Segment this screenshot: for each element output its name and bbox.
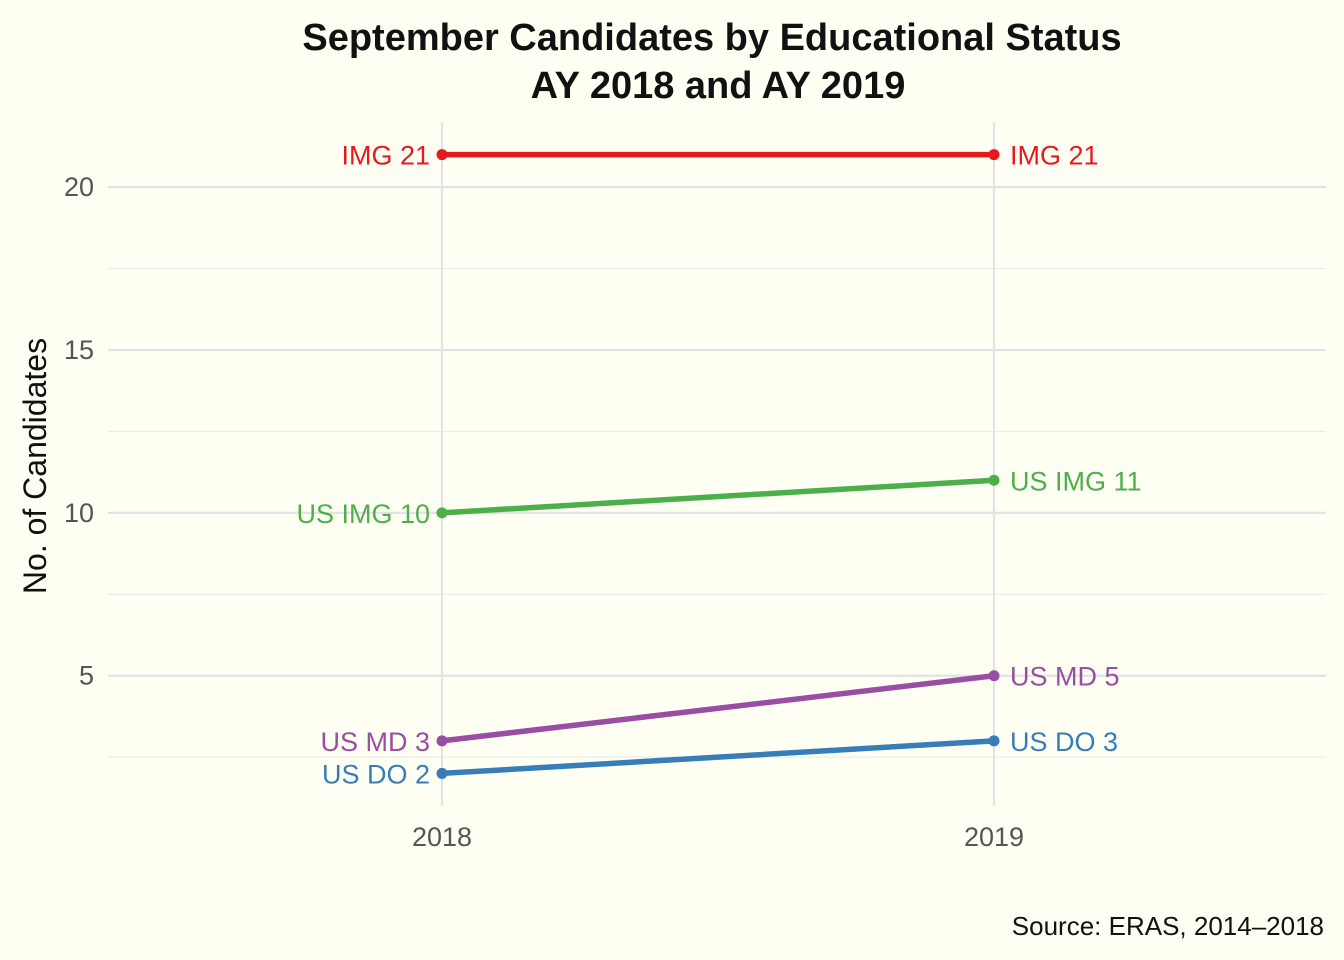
data-point-img <box>436 149 448 161</box>
data-label-us-img: US IMG 11 <box>1010 466 1142 496</box>
data-point-us-img <box>436 507 448 519</box>
data-label-us-do: US DO 2 <box>322 759 430 789</box>
y-tick-label: 15 <box>64 335 94 365</box>
data-label-us-md: US MD 5 <box>1010 662 1120 692</box>
x-axis-ticks: 2018 2019 <box>412 822 1024 852</box>
y-axis-title: No. of Candidates <box>17 338 53 594</box>
data-label-us-img: US IMG 10 <box>296 499 430 529</box>
x-tick-label: 2019 <box>964 822 1024 852</box>
y-tick-label: 20 <box>64 172 94 202</box>
data-label-img: IMG 21 <box>1010 141 1099 171</box>
data-point-us-md <box>988 670 1000 682</box>
chart-subtitle: AY 2018 and AY 2019 <box>531 65 906 107</box>
y-axis-ticks: 5 10 15 20 <box>64 172 94 691</box>
data-point-us-img <box>988 474 1000 486</box>
data-label-img: IMG 21 <box>341 141 430 171</box>
data-point-us-do <box>988 735 1000 747</box>
grid <box>108 122 1326 806</box>
series-us-do: US DO 2 US DO 3 <box>322 727 1118 790</box>
data-point-us-md <box>436 735 448 747</box>
chart-title: September Candidates by Educational Stat… <box>302 17 1121 59</box>
data-point-us-do <box>436 767 448 779</box>
data-label-us-md: US MD 3 <box>320 727 430 757</box>
series-img: IMG 21 IMG 21 <box>341 141 1098 171</box>
series-line-us-do <box>439 738 997 777</box>
series-line-us-img <box>439 477 997 516</box>
caption: Source: ERAS, 2014–2018 <box>1012 911 1324 941</box>
x-tick-label: 2018 <box>412 822 472 852</box>
y-tick-label: 10 <box>64 498 94 528</box>
series-us-img: US IMG 10 US IMG 11 <box>296 466 1141 529</box>
data-label-us-do: US DO 3 <box>1010 727 1118 757</box>
series-line-us-md <box>439 672 997 744</box>
y-tick-label: 5 <box>79 661 94 691</box>
data-point-img <box>988 149 1000 161</box>
series-us-md: US MD 3 US MD 5 <box>320 662 1119 757</box>
